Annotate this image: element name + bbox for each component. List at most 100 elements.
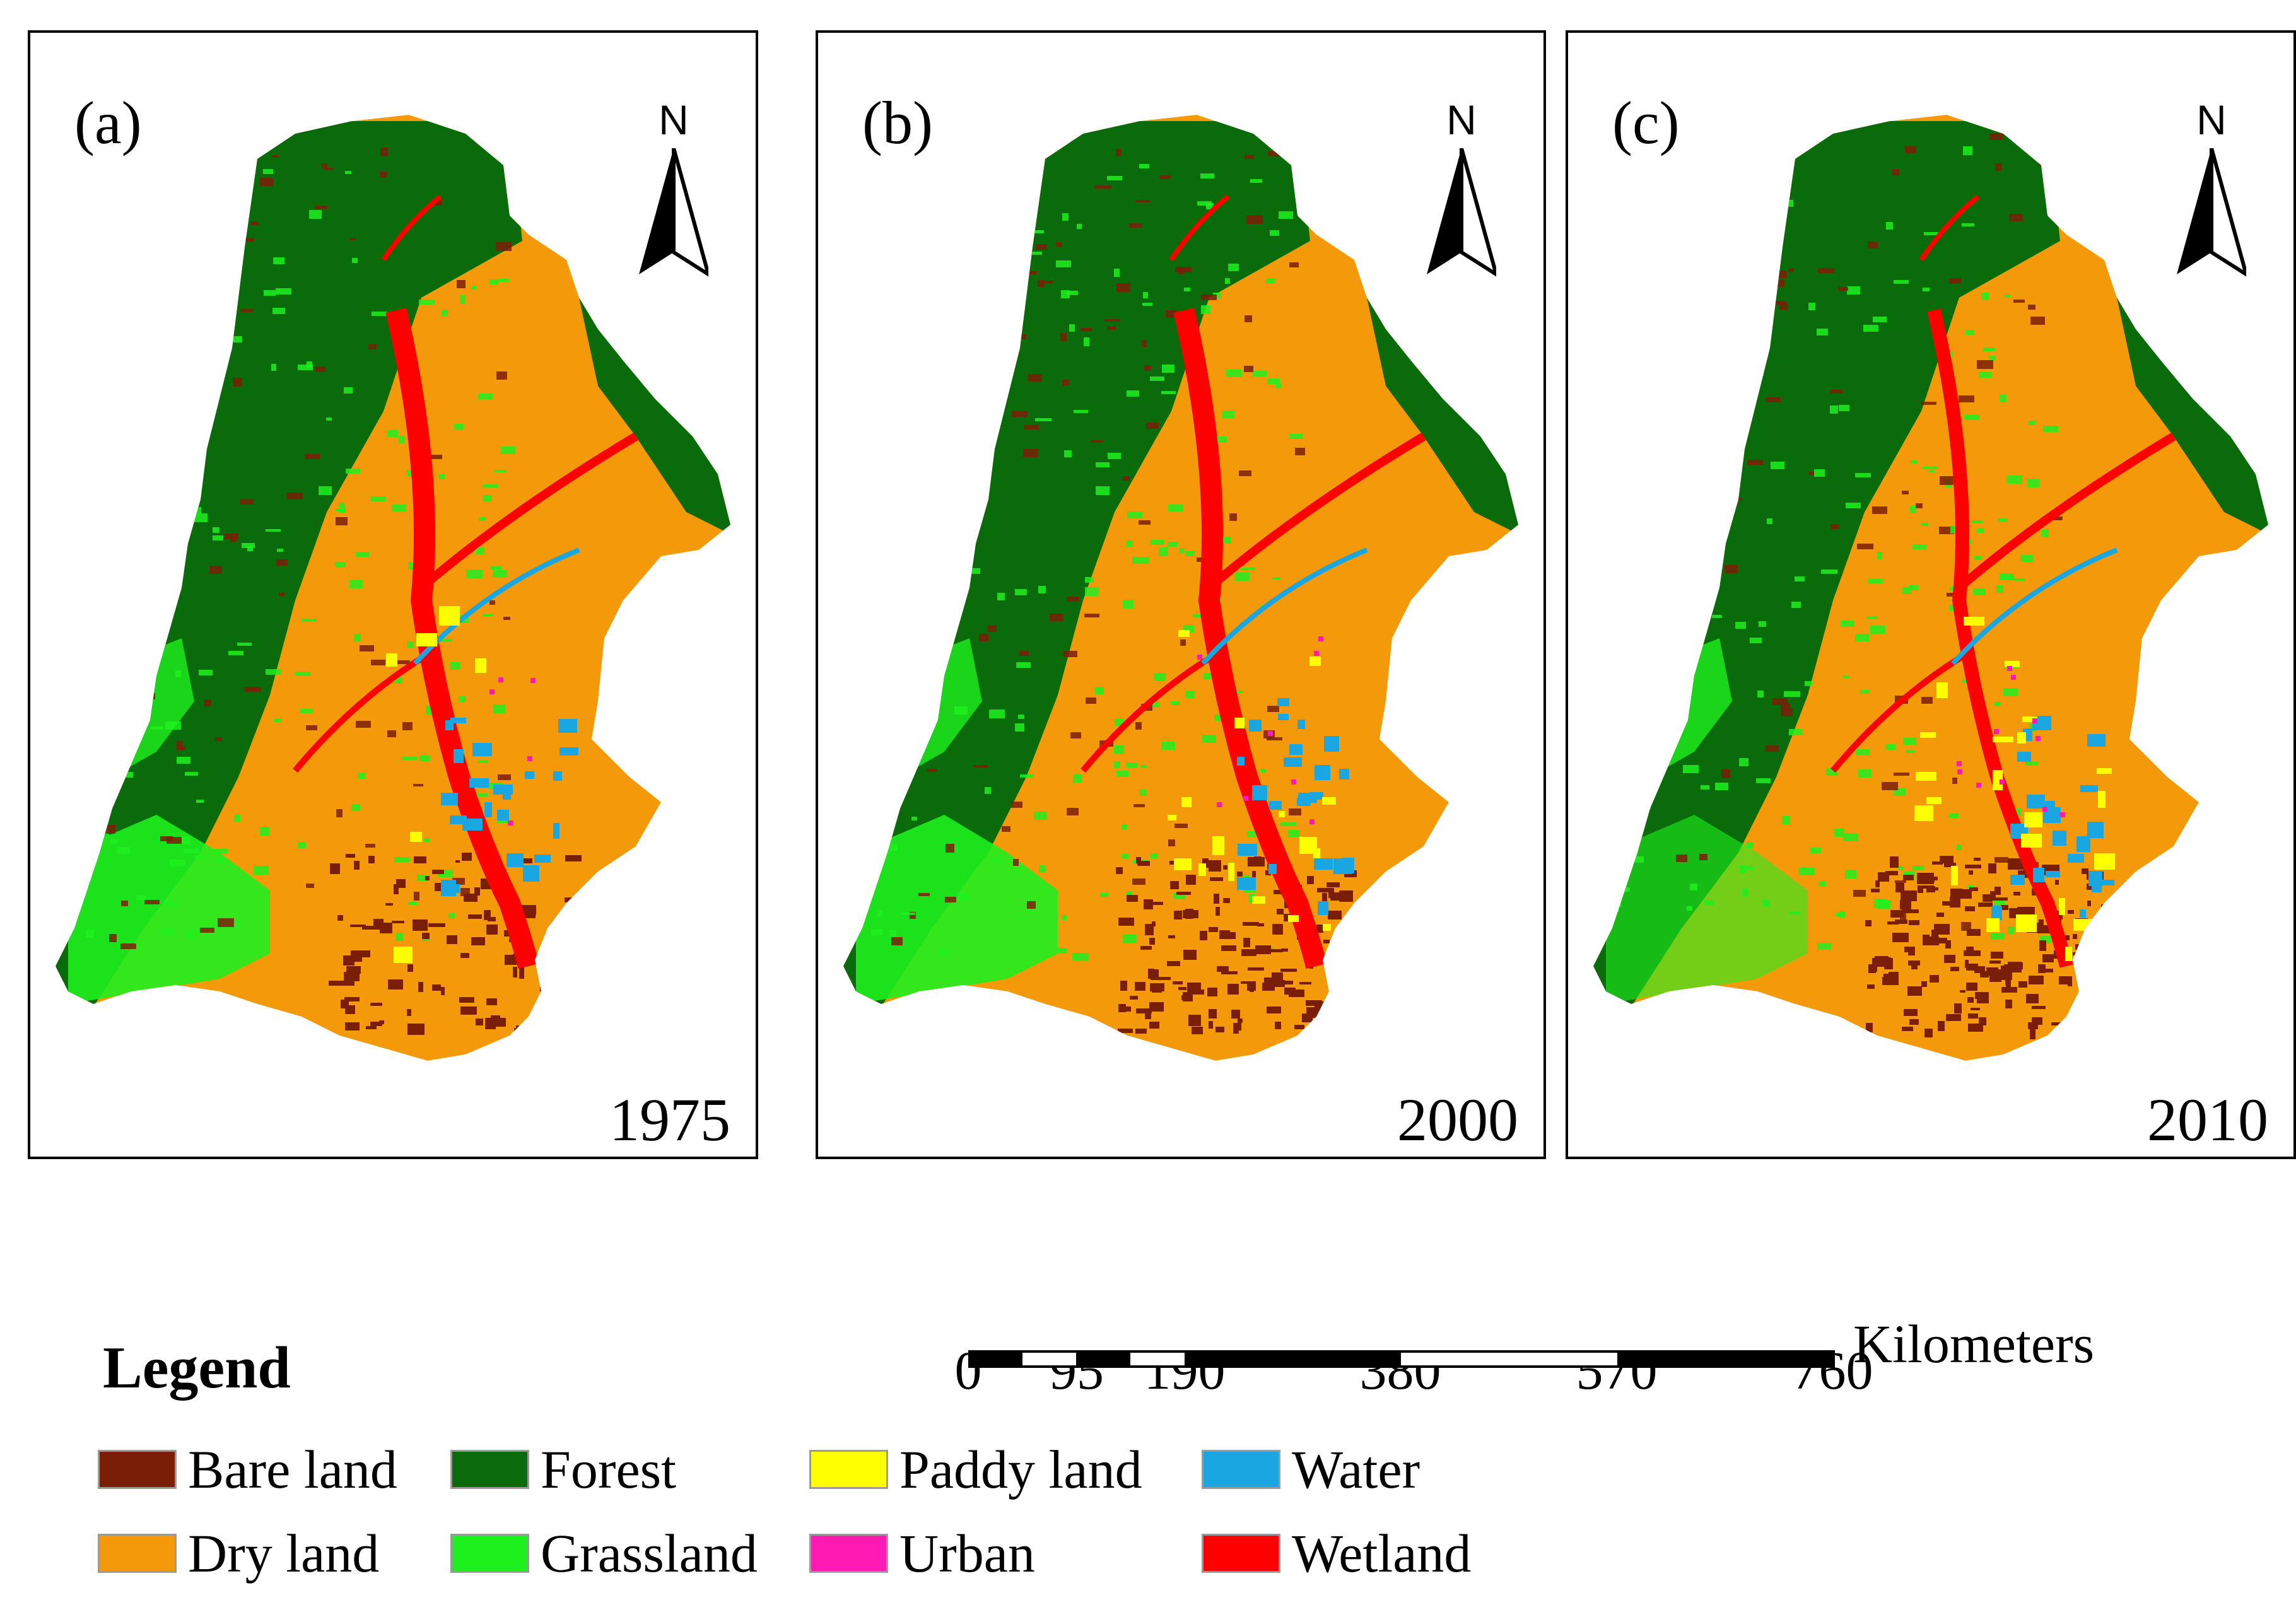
- paddy-land-patch: [1212, 836, 1224, 855]
- land-patch: [889, 930, 896, 937]
- land-patch: [1687, 906, 1692, 911]
- land-patch: [1127, 390, 1139, 397]
- land-patch: [99, 347, 114, 353]
- bare-land-patch: [337, 915, 343, 921]
- bare-land-patch: [2005, 1000, 2012, 1008]
- land-patch: [1114, 745, 1124, 754]
- land-patch: [1018, 715, 1024, 719]
- bare-land-patch: [2051, 1022, 2063, 1025]
- urban-patch: [2035, 736, 2041, 741]
- bare-land-patch: [1219, 930, 1230, 933]
- dry-land-region: [843, 115, 1518, 1061]
- land-patch: [1140, 789, 1146, 796]
- bare-land-patch: [1243, 938, 1250, 947]
- land-patch: [861, 522, 876, 524]
- land-patch: [414, 892, 419, 901]
- land-patch: [893, 214, 906, 219]
- bare-land-patch: [515, 858, 532, 863]
- land-patch: [498, 279, 509, 282]
- land-patch: [76, 177, 90, 184]
- panel-label: (b): [862, 89, 933, 156]
- land-patch: [999, 178, 1010, 182]
- bare-land-patch: [1145, 1013, 1151, 1019]
- land-patch: [352, 258, 358, 263]
- water-body: [2087, 734, 2106, 747]
- land-patch: [1867, 616, 1877, 619]
- land-patch: [127, 711, 136, 717]
- bare-land-patch: [1140, 946, 1152, 950]
- bare-land-patch: [1978, 902, 1993, 907]
- bare-land-patch: [2068, 980, 2072, 986]
- land-patch: [1683, 765, 1699, 773]
- land-patch: [1629, 832, 1636, 838]
- land-patch: [277, 549, 283, 552]
- bare-land-patch: [1890, 910, 1904, 918]
- bare-land-patch: [2010, 861, 2021, 868]
- land-patch: [1746, 866, 1754, 870]
- land-patch: [177, 757, 190, 764]
- land-patch: [1830, 390, 1842, 394]
- land-patch: [1104, 319, 1120, 322]
- bare-land-patch: [388, 979, 403, 989]
- land-patch: [1607, 421, 1622, 428]
- bare-land-patch: [1285, 981, 1293, 984]
- urban-patch: [489, 689, 495, 694]
- land-patch: [983, 245, 999, 251]
- land-patch: [1140, 765, 1147, 768]
- land-patch: [1168, 839, 1175, 846]
- land-patch: [298, 842, 306, 848]
- land-patch: [964, 441, 978, 449]
- paddy-land-patch: [1936, 682, 1948, 698]
- bare-land-patch: [422, 933, 430, 939]
- water-body: [1993, 906, 2000, 918]
- bare-land-patch: [1921, 981, 1927, 987]
- bare-land-patch: [1167, 961, 1180, 966]
- land-patch: [360, 645, 374, 651]
- bare-land-patch: [1968, 1024, 1983, 1032]
- land-patch: [1741, 166, 1748, 175]
- bare-land-patch: [366, 1026, 377, 1029]
- land-patch: [439, 474, 445, 479]
- urban-patch: [1217, 802, 1222, 807]
- land-patch: [1095, 185, 1111, 189]
- land-patch: [1892, 169, 1899, 175]
- bare-land-patch: [362, 926, 380, 930]
- land-patch: [1726, 501, 1731, 510]
- land-patch: [1977, 360, 1993, 369]
- land-patch: [918, 893, 930, 896]
- bare-land-patch: [1337, 964, 1345, 968]
- land-patch: [114, 663, 128, 667]
- land-patch: [918, 242, 932, 247]
- bare-land-patch: [2088, 934, 2100, 939]
- bare-land-patch: [1231, 1010, 1240, 1018]
- urban-patch: [1976, 783, 1981, 788]
- land-patch: [2020, 555, 2033, 562]
- bare-land-patch: [1965, 960, 1969, 968]
- forest-region: [1367, 298, 1518, 537]
- bare-land-patch: [1136, 857, 1141, 863]
- land-patch: [1772, 698, 1788, 705]
- land-patch: [1631, 402, 1645, 405]
- land-patch: [1735, 498, 1742, 501]
- bare-land-patch: [2042, 954, 2054, 962]
- bare-land-patch: [1993, 897, 2008, 901]
- bare-land-patch: [413, 919, 428, 931]
- land-patch: [501, 446, 515, 454]
- water-body: [1314, 858, 1333, 870]
- bare-land-patch: [2032, 1006, 2046, 1009]
- bare-land-patch: [1966, 983, 1977, 991]
- land-patch: [1693, 395, 1703, 400]
- land-patch: [170, 493, 179, 497]
- water-body: [1237, 757, 1245, 766]
- paddy-land-patch: [1181, 797, 1192, 807]
- land-patch: [1166, 310, 1176, 318]
- land-patch: [85, 621, 91, 624]
- land-patch: [1995, 163, 2002, 171]
- land-patch: [200, 928, 214, 933]
- land-patch: [1135, 200, 1150, 202]
- land-patch: [204, 699, 211, 706]
- land-patch: [1216, 436, 1227, 443]
- land-patch: [2000, 394, 2006, 402]
- land-patch: [234, 815, 240, 822]
- land-patch: [121, 745, 132, 750]
